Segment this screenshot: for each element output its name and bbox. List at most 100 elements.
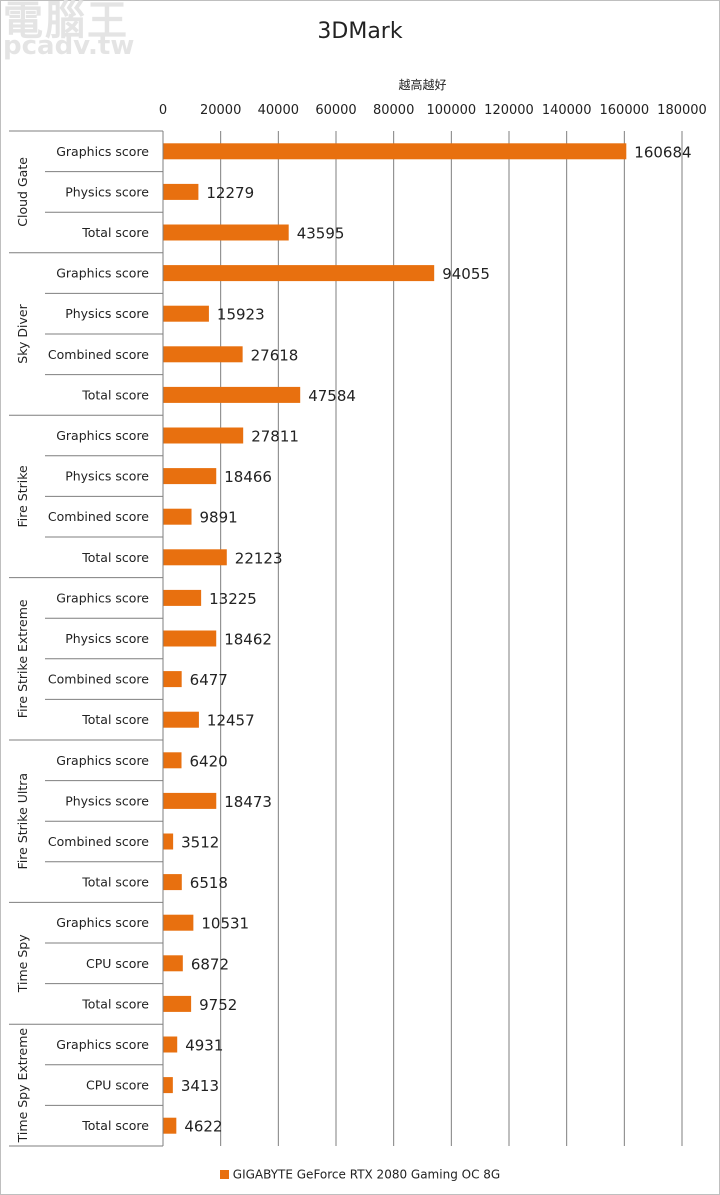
data-label: 3512 (181, 834, 219, 852)
chart-title: 3DMark (317, 19, 403, 44)
category-label: Graphics score (56, 1037, 149, 1052)
x-tick-label: 80000 (373, 103, 414, 118)
bar (163, 183, 199, 200)
category-label: Combined score (48, 672, 149, 687)
category-label: Combined score (48, 347, 149, 362)
bar (163, 508, 192, 525)
data-label: 10531 (201, 915, 249, 933)
bar (163, 265, 435, 282)
bar (163, 1077, 173, 1094)
category-label: Physics score (65, 631, 149, 646)
x-tick-label: 0 (159, 103, 167, 118)
data-label: 18466 (224, 468, 272, 486)
bar (163, 792, 217, 809)
bar (163, 346, 243, 363)
data-label: 13225 (209, 590, 257, 608)
bar (163, 427, 244, 444)
x-tick-label: 180000 (657, 103, 707, 118)
category-label: Graphics score (56, 266, 149, 281)
data-label: 6420 (190, 752, 228, 770)
bar (163, 671, 182, 688)
category-label: Total score (81, 712, 149, 727)
x-tick-label: 120000 (484, 103, 534, 118)
bar (163, 955, 183, 972)
data-label: 47584 (308, 387, 356, 405)
watermark-line-1: 電腦王 (3, 0, 129, 44)
bar (163, 833, 174, 850)
x-tick-label: 160000 (600, 103, 650, 118)
bar (163, 305, 209, 322)
category-label: Physics score (65, 306, 149, 321)
bar (163, 711, 199, 728)
category-label: Total score (81, 550, 149, 565)
category-label: CPU score (86, 1078, 149, 1093)
bar (163, 549, 227, 566)
data-label: 43595 (297, 225, 345, 243)
bar (163, 589, 202, 606)
category-label: Combined score (48, 509, 149, 524)
bar (163, 386, 301, 403)
x-tick-label: 40000 (258, 103, 299, 118)
x-tick-label: 20000 (200, 103, 241, 118)
data-label: 18462 (224, 631, 272, 649)
data-label: 4931 (185, 1037, 223, 1055)
data-label: 9752 (199, 996, 237, 1014)
x-tick-label: 60000 (315, 103, 356, 118)
bar (163, 224, 289, 241)
data-label: 94055 (442, 265, 490, 283)
category-label: Graphics score (56, 590, 149, 605)
data-label: 4622 (184, 1118, 222, 1136)
group-label: Cloud Gate (15, 157, 30, 227)
bar (163, 143, 627, 160)
category-label: CPU score (86, 956, 149, 971)
category-label: Graphics score (56, 428, 149, 443)
data-label: 27618 (251, 346, 299, 364)
group-label: Sky Diver (15, 303, 30, 363)
data-label: 18473 (224, 793, 272, 811)
category-label: Total score (81, 875, 149, 890)
group-label: Time Spy (15, 934, 30, 993)
legend-swatch (219, 1170, 229, 1179)
x-axis-label: 越高越好 (398, 77, 446, 92)
data-label: 6872 (191, 955, 229, 973)
bar (163, 914, 194, 931)
data-label: 12457 (207, 712, 255, 730)
data-label: 160684 (634, 143, 691, 161)
watermark-logo: 電腦王 pcadv.tw (3, 1, 134, 59)
bar (163, 468, 217, 485)
category-label: Total score (81, 996, 149, 1011)
data-label: 27811 (251, 428, 299, 446)
chart-legend: GIGABYTE GeForce RTX 2080 Gaming OC 8G (1, 1167, 719, 1182)
bar (163, 995, 192, 1012)
group-label: Fire Strike (15, 465, 30, 528)
group-label: Time Spy Extreme (15, 1028, 30, 1144)
category-label: Total score (81, 387, 149, 402)
category-label: Total score (81, 1118, 149, 1133)
category-label: Physics score (65, 793, 149, 808)
category-label: Physics score (65, 469, 149, 484)
data-label: 9891 (200, 509, 238, 527)
x-tick-label: 100000 (427, 103, 477, 118)
watermark-line-2: pcadv.tw (3, 31, 135, 61)
group-label: Fire Strike Extreme (15, 599, 30, 718)
legend-label: GIGABYTE GeForce RTX 2080 Gaming OC 8G (232, 1167, 501, 1182)
bar (163, 1117, 177, 1134)
category-label: Physics score (65, 184, 149, 199)
bar (163, 874, 182, 891)
bar (163, 752, 182, 769)
group-label: Fire Strike Ultra (15, 773, 30, 870)
data-label: 6518 (190, 874, 228, 892)
data-label: 3413 (181, 1077, 219, 1095)
data-label: 6477 (190, 671, 228, 689)
category-label: Graphics score (56, 915, 149, 930)
category-label: Combined score (48, 834, 149, 849)
data-label: 22123 (235, 549, 283, 567)
category-label: Graphics score (56, 753, 149, 768)
bar (163, 630, 217, 647)
data-label: 12279 (206, 184, 254, 202)
category-label: Graphics score (56, 144, 149, 159)
data-label: 15923 (217, 306, 265, 324)
category-label: Total score (81, 225, 149, 240)
